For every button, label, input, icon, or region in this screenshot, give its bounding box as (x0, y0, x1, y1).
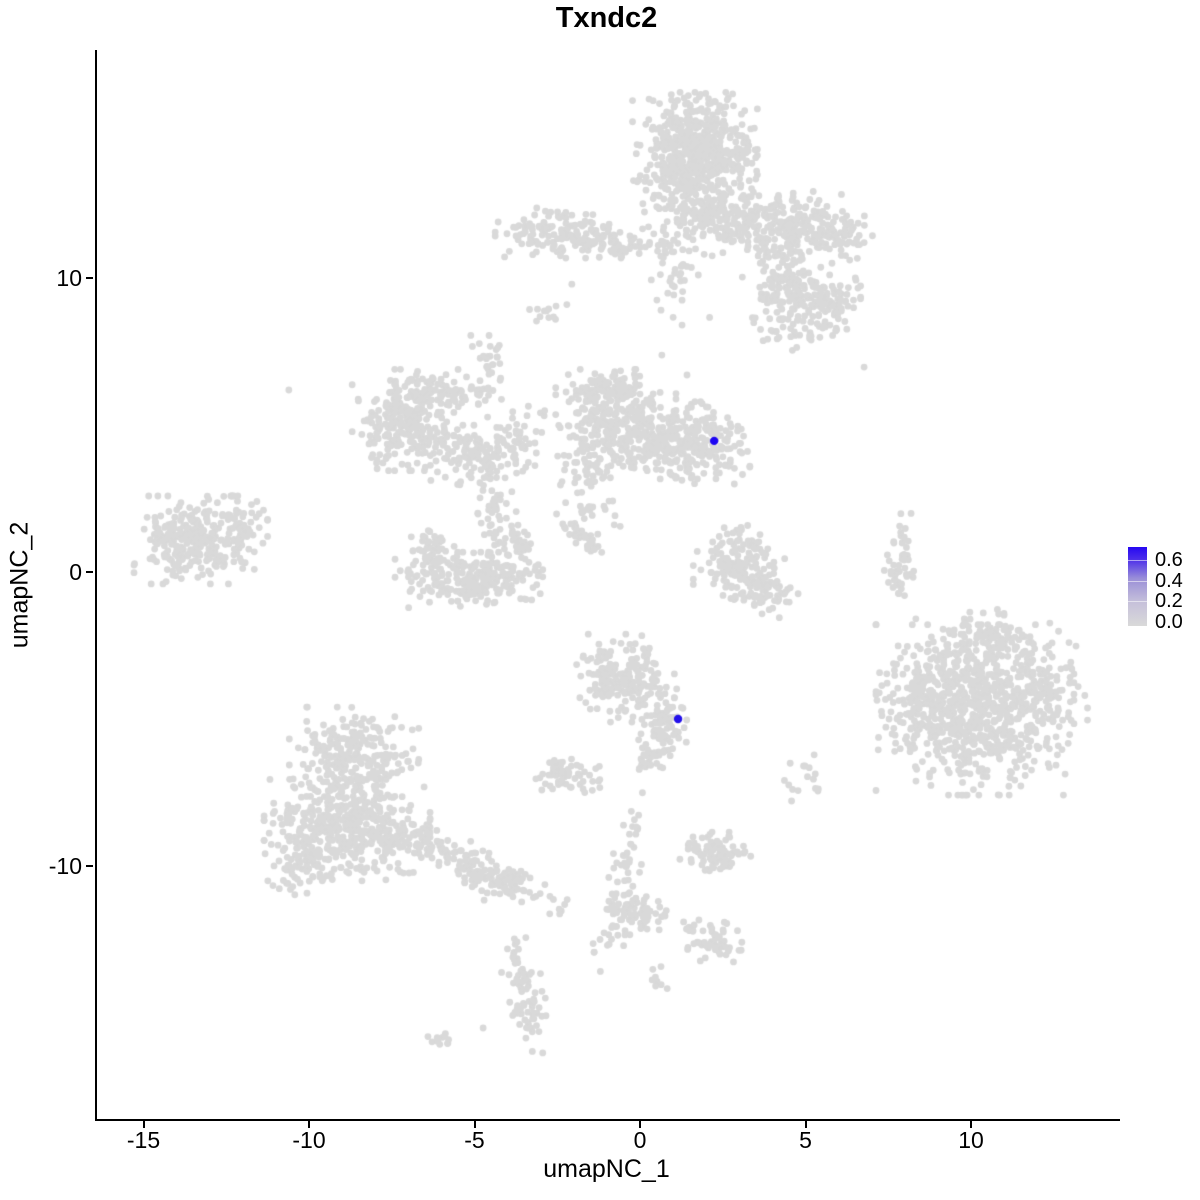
legend-tick-label: 0.6 (1155, 549, 1183, 572)
x-tick-mark (308, 1121, 310, 1128)
legend-tick-label: 0.4 (1155, 569, 1183, 592)
x-tick-mark (473, 1121, 476, 1128)
legend-tick-label: 0.2 (1155, 590, 1183, 613)
x-tick-mark (970, 1121, 972, 1128)
x-tick-label: 5 (799, 1127, 812, 1153)
x-tick-mark (142, 1121, 145, 1128)
y-tick-mark (86, 277, 93, 279)
legend-bar-tick (1128, 580, 1147, 582)
plot-panel (95, 50, 1120, 1121)
y-tick-mark (86, 571, 93, 573)
x-tick-label: 0 (633, 1127, 647, 1153)
x-axis-title: umapNC_1 (543, 1155, 670, 1183)
y-tick-mark (86, 865, 93, 867)
legend-bar-tick (1128, 560, 1147, 562)
x-tick-label: -15 (126, 1127, 161, 1153)
x-tick-mark (804, 1121, 807, 1128)
x-tick-label: 10 (958, 1127, 984, 1153)
y-tick-label: 0 (69, 559, 82, 585)
x-tick-label: -5 (464, 1127, 485, 1153)
y-axis-title: umapNC_2 (5, 521, 34, 649)
y-tick-label: 10 (56, 265, 82, 291)
legend-tick-label: 0.0 (1155, 611, 1183, 633)
plot-title: Txndc2 (555, 2, 658, 34)
legend-bar-tick (1128, 601, 1147, 603)
expression-legend: 0.6 0.4 0.2 0.0 (1128, 547, 1198, 633)
umap-scatter-canvas (97, 50, 1120, 1119)
y-tick-label: -10 (48, 853, 82, 879)
x-tick-label: -10 (292, 1127, 326, 1153)
x-tick-mark (639, 1121, 641, 1128)
legend-colorbar (1128, 547, 1147, 626)
